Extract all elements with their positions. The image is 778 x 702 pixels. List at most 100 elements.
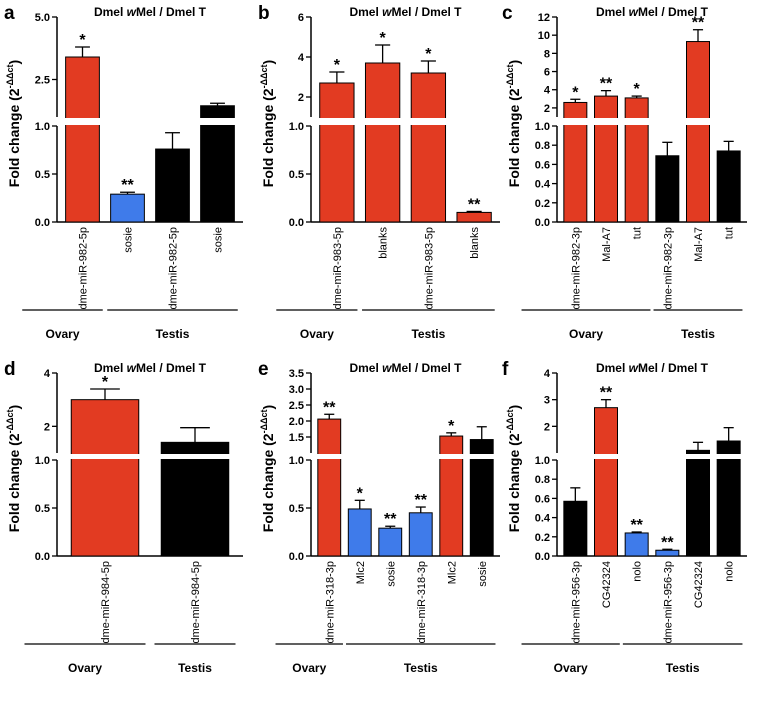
bar bbox=[317, 418, 342, 557]
chart-panel-e: e Dmel wMel / Dmel T Fold change (2-ΔΔct) 0… bbox=[258, 359, 502, 675]
y-axis-label: Fold change (2-ΔΔct) bbox=[505, 60, 522, 187]
significance-label: * bbox=[380, 30, 387, 47]
y-tick-label: 4 bbox=[544, 85, 551, 97]
y-tick-label: 10 bbox=[538, 30, 550, 42]
panel-label-f: f bbox=[502, 359, 509, 380]
ylabel-exponent: -ΔΔct bbox=[259, 64, 269, 88]
y-tick-label: 2.0 bbox=[289, 416, 304, 428]
group-label-testis: Testis bbox=[666, 661, 700, 675]
category-label: Mal-A7 bbox=[601, 227, 613, 262]
title-part: Mel / Dmel T bbox=[392, 5, 463, 19]
group-label-ovary: Ovary bbox=[300, 327, 334, 341]
title-italic-part: w bbox=[629, 5, 639, 19]
title-part: Dmel bbox=[349, 361, 382, 375]
y-tick-label: 5.0 bbox=[35, 12, 50, 24]
bar bbox=[594, 407, 618, 557]
chart-title: Dmel wMel / Dmel T bbox=[94, 361, 207, 375]
bar bbox=[65, 56, 100, 223]
y-axis-label: Fold change (2-ΔΔct) bbox=[5, 405, 22, 532]
bar bbox=[319, 82, 355, 223]
axis-break bbox=[305, 118, 502, 125]
significance-label: * bbox=[425, 46, 432, 63]
significance-label: ** bbox=[600, 76, 613, 93]
bar bbox=[624, 97, 649, 223]
chart-title: Dmel wMel / Dmel T bbox=[94, 5, 207, 19]
y-tick-label: 1.0 bbox=[535, 121, 550, 133]
group-label-ovary: Ovary bbox=[292, 661, 326, 675]
category-label: dme-miR-984-5p bbox=[100, 561, 112, 644]
significance-label: ** bbox=[661, 534, 674, 551]
significance-label: * bbox=[448, 418, 455, 435]
y-tick-label: 1.0 bbox=[35, 121, 50, 133]
y-tick-label: 0.0 bbox=[289, 551, 304, 563]
y-tick-label: 0.5 bbox=[35, 169, 50, 181]
category-label: dme-miR-982-3p bbox=[570, 227, 582, 310]
title-part: Mel / Dmel T bbox=[638, 361, 709, 375]
title-part: Mel / Dmel T bbox=[136, 361, 207, 375]
y-tick-label: 0.6 bbox=[535, 159, 550, 171]
significance-label: ** bbox=[121, 177, 134, 194]
category-label: CG42324 bbox=[601, 561, 613, 608]
category-label: blanks bbox=[469, 227, 481, 259]
group-label-ovary: Ovary bbox=[45, 327, 79, 341]
y-tick-label: 0.4 bbox=[535, 513, 551, 525]
category-label: tut bbox=[632, 227, 644, 239]
bar bbox=[378, 527, 403, 557]
title-part: Mel / Dmel T bbox=[638, 5, 709, 19]
y-tick-label: 2 bbox=[44, 421, 50, 433]
category-label: sosie bbox=[213, 227, 225, 253]
y-tick-label: 2 bbox=[544, 103, 550, 115]
significance-label: ** bbox=[600, 385, 613, 402]
ylabel-exponent: -ΔΔct bbox=[259, 409, 269, 433]
axis-break bbox=[305, 454, 502, 459]
group-label-testis: Testis bbox=[411, 327, 445, 341]
category-label: CG42324 bbox=[693, 561, 705, 608]
y-tick-label: 12 bbox=[538, 12, 550, 24]
panel-label-c: c bbox=[502, 3, 513, 24]
title-part: Dmel bbox=[349, 5, 382, 19]
ylabel-part: ) bbox=[260, 405, 276, 410]
ylabel-part: Fold change (2 bbox=[260, 88, 276, 187]
significance-label: * bbox=[334, 57, 341, 74]
bar bbox=[563, 500, 588, 557]
title-italic-part: w bbox=[629, 361, 639, 375]
category-label: dme-miR-982-5p bbox=[168, 227, 180, 310]
axis-break bbox=[551, 118, 749, 125]
group-label-ovary: Ovary bbox=[554, 661, 588, 675]
y-tick-label: 6 bbox=[544, 67, 550, 79]
y-tick-label: 4 bbox=[544, 368, 551, 380]
y-tick-label: 0.0 bbox=[535, 551, 550, 563]
panel-label-e: e bbox=[258, 359, 269, 380]
y-tick-label: 0.6 bbox=[535, 493, 550, 505]
ylabel-part: Fold change (2 bbox=[6, 88, 22, 187]
significance-label: * bbox=[634, 81, 641, 98]
group-label-ovary: Ovary bbox=[68, 661, 102, 675]
title-italic-part: w bbox=[127, 361, 137, 375]
bar bbox=[347, 508, 372, 557]
chart-title: Dmel wMel / Dmel T bbox=[349, 5, 462, 19]
y-tick-label: 2.5 bbox=[289, 400, 304, 412]
chart-title: Dmel wMel / Dmel T bbox=[349, 361, 462, 375]
title-part: Dmel bbox=[596, 5, 629, 19]
title-part: Mel / Dmel T bbox=[136, 5, 207, 19]
y-tick-label: 0.5 bbox=[289, 169, 304, 181]
bar bbox=[594, 95, 618, 223]
category-label: dme-miR-984-5p bbox=[190, 561, 202, 644]
group-label-ovary: Ovary bbox=[569, 327, 603, 341]
y-tick-label: 0.0 bbox=[35, 217, 50, 229]
ylabel-exponent: -ΔΔct bbox=[505, 409, 515, 433]
bar bbox=[200, 105, 235, 223]
bar bbox=[410, 72, 447, 223]
ylabel-part: ) bbox=[506, 60, 522, 65]
ylabel-exponent: -ΔΔct bbox=[5, 64, 15, 88]
y-axis-label: Fold change (2-ΔΔct) bbox=[259, 60, 276, 187]
axis-break bbox=[51, 118, 245, 125]
category-label: dme-miR-318-3p bbox=[324, 561, 336, 644]
significance-label: ** bbox=[630, 517, 643, 534]
y-tick-label: 3.0 bbox=[289, 384, 304, 396]
category-label: Mal-A7 bbox=[693, 227, 705, 262]
category-label: Mlc2 bbox=[355, 561, 367, 584]
title-part: Dmel bbox=[94, 5, 127, 19]
ylabel-part: Fold change (2 bbox=[260, 433, 276, 532]
ylabel-exponent: -ΔΔct bbox=[505, 64, 515, 88]
